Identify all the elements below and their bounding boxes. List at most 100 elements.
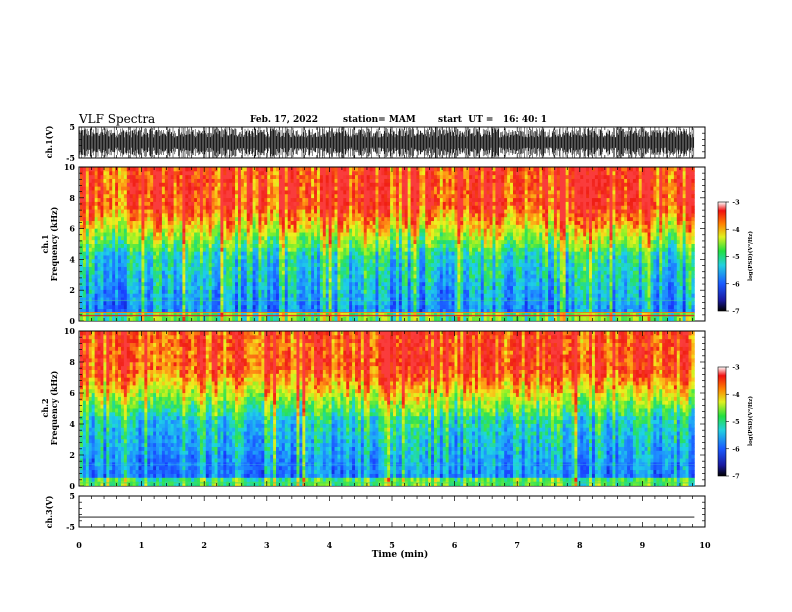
- spectrogram-cell: [132, 167, 136, 172]
- spectrogram-cell: [112, 175, 116, 180]
- spectrogram-cell: [138, 175, 142, 180]
- spectrogram-cell: [328, 190, 332, 195]
- spectrogram-cell: [542, 247, 546, 253]
- spectrogram-cell: [299, 209, 303, 214]
- spectrogram-cell: [106, 247, 110, 253]
- spectrogram-cell: [229, 221, 233, 226]
- spectrogram-cell: [363, 178, 368, 184]
- spectrogram-cell: [618, 205, 622, 210]
- spectrogram-cell: [428, 171, 432, 176]
- spectrogram-cell: [539, 236, 543, 241]
- spectrogram-cell: [246, 194, 251, 199]
- spectrogram-cell: [624, 236, 628, 241]
- spectrogram-cell: [533, 175, 537, 180]
- spectrogram-cell: [457, 232, 461, 237]
- spectrogram-cell: [337, 236, 341, 241]
- spectrogram-cell: [308, 240, 312, 245]
- spectrogram-cell: [466, 251, 470, 256]
- spectrogram-cell: [106, 224, 110, 230]
- spectrogram-cell: [284, 201, 289, 207]
- spectrogram-cell: [299, 247, 303, 253]
- spectrogram-cell: [369, 247, 373, 253]
- spectrogram-cell: [419, 175, 423, 180]
- spectrogram-cell: [530, 178, 534, 184]
- spectrogram-cell: [284, 178, 289, 184]
- spectrogram-cell: [676, 205, 681, 210]
- spectrogram-cell: [126, 213, 131, 218]
- spectrogram-cell: [173, 224, 177, 230]
- spectrogram-cell: [398, 247, 403, 253]
- spectrogram-cell: [197, 186, 201, 191]
- spectrogram-cell: [278, 171, 283, 176]
- spectrogram-cell: [512, 178, 517, 184]
- spectrogram-cell: [80, 205, 84, 210]
- spectrogram-cell: [246, 240, 251, 245]
- spectrogram-cell: [568, 213, 572, 218]
- spectrogram-cell: [393, 240, 397, 245]
- spectrogram-cell: [477, 251, 482, 256]
- spectrogram-cell: [100, 167, 104, 172]
- spectrogram-cell: [349, 217, 353, 222]
- spectrogram-cell: [580, 213, 584, 218]
- spectrogram-cell: [665, 194, 669, 199]
- spectrogram-cell: [100, 182, 104, 188]
- spectrogram-cell: [147, 171, 151, 176]
- spectrogram-cell: [483, 175, 488, 180]
- spectrogram-cell: [515, 244, 520, 249]
- spectrogram-cell: [445, 247, 450, 253]
- spectrogram-cell: [545, 236, 549, 241]
- spectrogram-cell: [308, 167, 312, 172]
- spectrogram-cell: [197, 213, 201, 218]
- spectrogram-cell: [442, 228, 447, 233]
- spectrogram-cell: [217, 171, 221, 176]
- spectrogram-cell: [612, 251, 616, 256]
- spectrogram-cell: [299, 167, 303, 172]
- spectrogram-cell: [641, 228, 646, 233]
- spectrogram-cell: [486, 247, 490, 253]
- spectrogram-cell: [343, 182, 347, 188]
- spectrogram-cell: [188, 167, 192, 172]
- spectrogram-cell: [378, 186, 382, 191]
- spectrogram-cell: [574, 201, 578, 207]
- spectrogram-cell: [243, 224, 248, 230]
- spectrogram-cell: [647, 182, 651, 188]
- spectrogram-cell: [176, 167, 180, 172]
- spectrogram-cell: [498, 175, 502, 180]
- spectrogram-cell: [363, 217, 368, 222]
- spectrogram-cell: [551, 175, 555, 180]
- spectrogram-cell: [135, 167, 139, 172]
- spectrogram-cell: [662, 194, 666, 199]
- spectrogram-cell: [448, 167, 452, 172]
- spectrogram-cell: [495, 186, 499, 191]
- spectrogram-cell: [202, 244, 207, 249]
- spectrogram-cell: [387, 178, 391, 184]
- spectrogram-cell: [665, 221, 669, 226]
- spectrogram-cell: [255, 236, 259, 241]
- spectrogram-cell: [577, 209, 581, 214]
- spectrogram-cell: [527, 247, 531, 253]
- spectrogram-cell: [624, 182, 628, 188]
- spectrogram-cell: [480, 228, 485, 233]
- spectrogram-cell: [606, 198, 610, 203]
- spectrogram-cell: [656, 240, 660, 245]
- spectrogram-cell: [627, 251, 631, 256]
- spectrogram-cell: [141, 228, 145, 233]
- spectrogram-cell: [106, 167, 110, 172]
- spectrogram-cell: [542, 178, 546, 184]
- spectrogram-cell: [433, 205, 438, 210]
- spectrogram-cell: [258, 228, 262, 233]
- spectrogram-cell: [565, 240, 569, 245]
- spectrogram-cell: [85, 186, 90, 191]
- spectrogram-cell: [161, 194, 166, 199]
- spectrogram-cell: [331, 171, 335, 176]
- spectrogram-cell: [237, 182, 242, 188]
- spectrogram-cell: [296, 190, 300, 195]
- spectrogram-cell: [91, 178, 96, 184]
- spectrogram-cell: [369, 251, 373, 256]
- spectrogram-cell: [665, 228, 669, 233]
- spectrogram-cell: [123, 247, 128, 253]
- spectrogram-cell: [311, 221, 315, 226]
- spectrogram-cell: [422, 232, 426, 237]
- spectrogram-cell: [161, 221, 166, 226]
- spectrogram-cell: [530, 198, 534, 203]
